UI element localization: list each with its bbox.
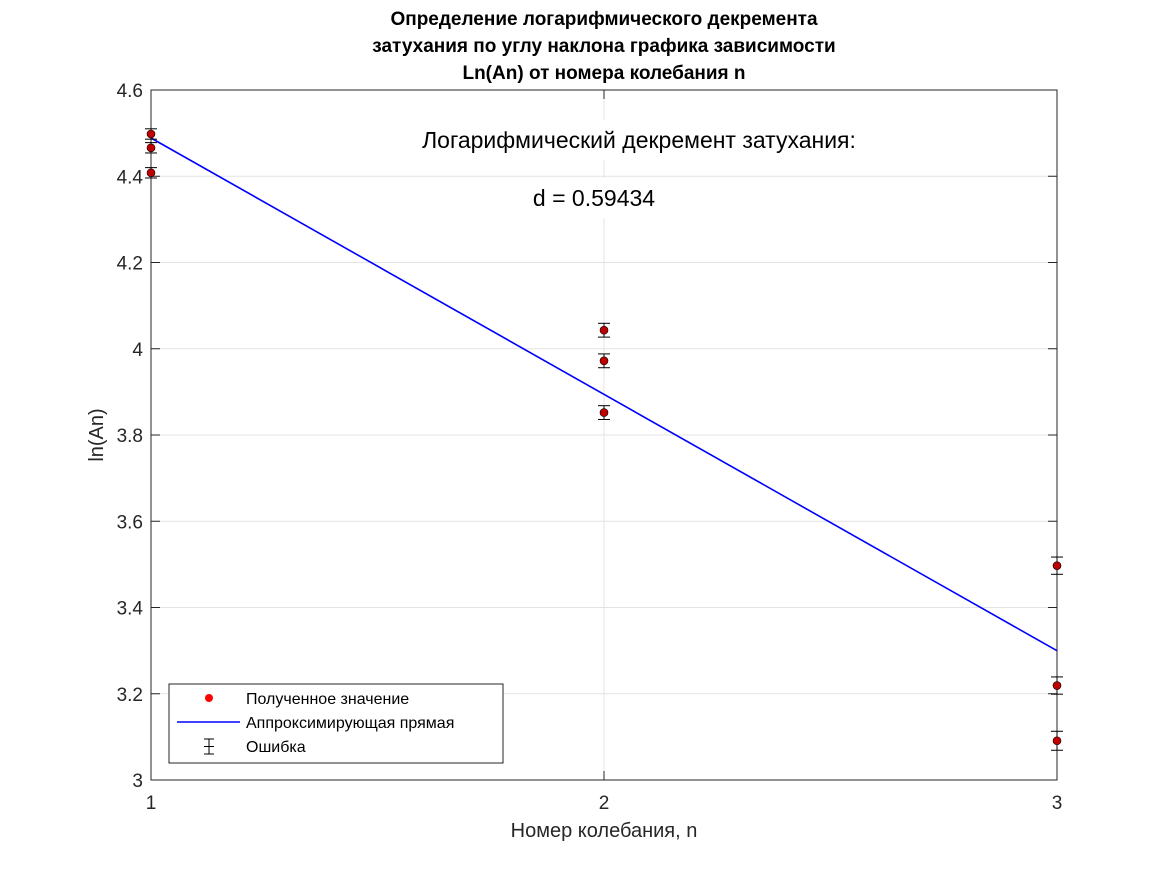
y-tick-label: 4.6 — [117, 81, 143, 102]
chart-title-line-2: затухания по углу наклона графика зависи… — [372, 36, 835, 57]
chart-legend: Полученное значение Аппроксимирующая пря… — [168, 683, 504, 764]
y-tick-label: 3.6 — [117, 512, 143, 533]
legend-label-fit: Аппроксимирующая прямая — [246, 715, 454, 732]
chart-title: Определение логарифмического декремента … — [372, 9, 835, 84]
data-point — [146, 168, 156, 178]
data-point — [1052, 561, 1062, 570]
y-tick-label: 4.4 — [117, 167, 144, 188]
legend-marker-points — [205, 694, 213, 702]
y-tick-label: 3.2 — [117, 685, 143, 706]
legend-marker-errorbar — [204, 738, 214, 755]
grid-lines — [151, 90, 1057, 780]
x-tick-label: 1 — [146, 793, 157, 814]
y-tick-label: 3 — [132, 771, 143, 792]
fit-line — [150, 137, 1058, 652]
annotation-line-1: Логарифмический декремент затухания: — [422, 127, 856, 153]
y-axis-label: ln(An) — [86, 408, 108, 461]
y-tick-label: 3.4 — [117, 599, 144, 620]
x-tick-label: 3 — [1052, 793, 1063, 814]
data-point — [599, 325, 609, 335]
data-point — [146, 129, 156, 139]
y-tick-label: 4 — [132, 340, 143, 361]
legend-label-points: Полученное значение — [246, 691, 409, 708]
data-point — [1052, 736, 1062, 746]
x-axis-label: Номер колебания, n — [511, 820, 698, 842]
data-point — [599, 356, 609, 366]
annotation-background — [370, 120, 908, 218]
x-tick-label: 2 — [599, 793, 610, 814]
legend-box — [168, 683, 504, 764]
tick-labels: 3 3.2 3.4 3.6 3.8 4 4.2 4.4 4.6 1 2 3 — [117, 81, 1063, 814]
y-tick-label: 3.8 — [117, 426, 143, 447]
data-series — [145, 128, 1063, 751]
data-point — [146, 143, 156, 153]
data-point — [1052, 681, 1062, 690]
legend-label-errorbar: Ошибка — [246, 739, 306, 756]
data-point — [599, 408, 609, 417]
chart-title-line-1: Определение логарифмического декремента — [390, 9, 818, 30]
chart-title-line-3: Ln(An) от номера колебания n — [462, 63, 745, 84]
decrement-annotation: Логарифмический декремент затухания: d =… — [422, 127, 856, 211]
annotation-line-2: d = 0.59434 — [533, 185, 655, 211]
y-tick-label: 4.2 — [117, 254, 143, 275]
